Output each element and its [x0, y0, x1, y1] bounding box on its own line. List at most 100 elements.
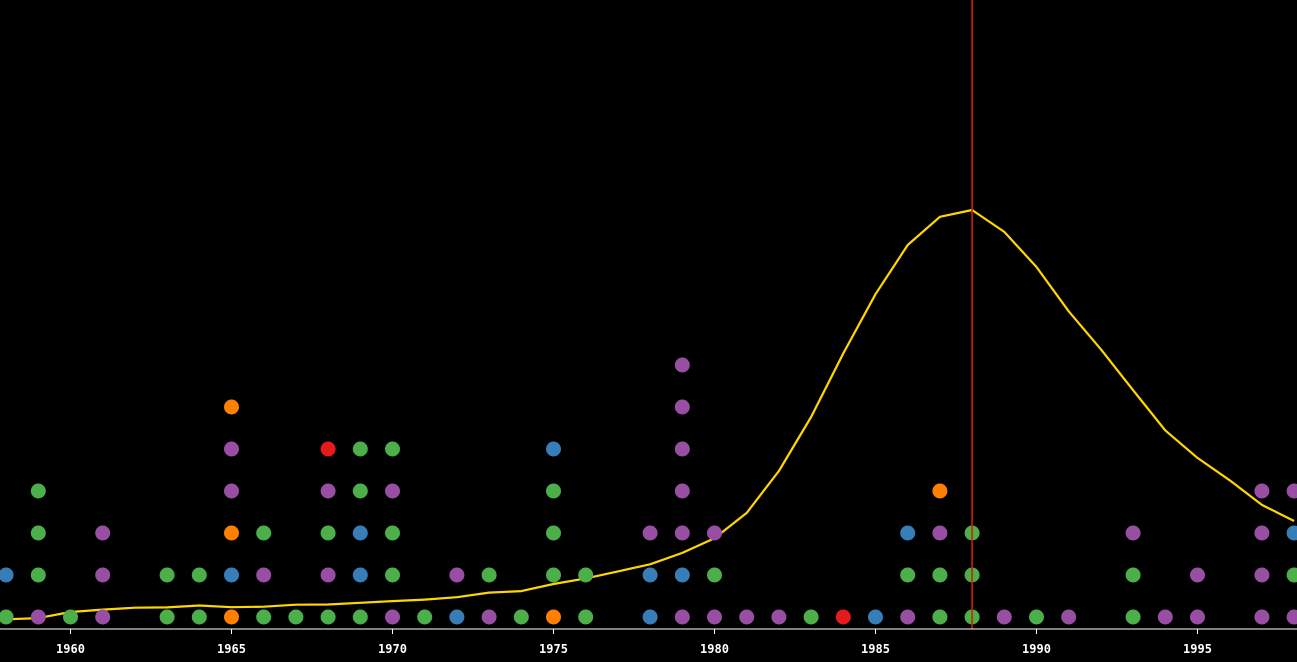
data-point-1969-2	[352, 525, 368, 541]
data-point-1963-0	[159, 609, 175, 625]
data-point-1965-0	[224, 609, 239, 625]
data-point-1981-0	[739, 609, 755, 625]
data-point-1986-0	[900, 609, 916, 625]
data-point-1973-1	[481, 567, 497, 583]
data-point-1990-0	[1029, 609, 1044, 625]
data-point-1965-1	[224, 567, 239, 583]
data-point-1993-2	[1125, 525, 1141, 541]
data-point-1976-1	[578, 567, 594, 583]
data-point-1979-6	[674, 357, 690, 373]
data-point-1972-1	[449, 567, 465, 583]
data-point-1985-0	[868, 609, 883, 625]
data-point-1968-2	[320, 525, 336, 541]
data-point-1979-2	[674, 525, 690, 541]
dot-stacks-layer	[0, 357, 1297, 625]
data-point-1968-0	[320, 609, 336, 625]
data-point-1987-0	[932, 609, 948, 625]
data-point-1997-2	[1254, 525, 1270, 541]
x-tick-label-1995: 1995	[1183, 642, 1212, 656]
data-point-1995-1	[1190, 567, 1205, 583]
x-tick-label-1970: 1970	[378, 642, 407, 656]
data-point-1973-0	[481, 609, 497, 625]
data-point-1969-4	[352, 441, 368, 457]
data-point-1970-1	[385, 567, 400, 583]
data-point-1970-3	[385, 483, 400, 499]
data-point-1961-0	[95, 609, 111, 625]
x-tick-label-1980: 1980	[700, 642, 729, 656]
data-point-1980-2	[707, 525, 722, 541]
data-point-1993-0	[1125, 609, 1141, 625]
data-point-1960-0	[63, 609, 78, 625]
data-point-1983-0	[803, 609, 819, 625]
data-point-1969-3	[352, 483, 368, 499]
data-point-1980-0	[707, 609, 722, 625]
data-point-1965-5	[224, 399, 239, 415]
data-point-1972-0	[449, 609, 465, 625]
data-point-1989-0	[996, 609, 1012, 625]
x-tick-label-1960: 1960	[56, 642, 85, 656]
data-point-1984-0	[835, 609, 851, 625]
trend-line-series	[6, 208, 1295, 621]
data-point-1975-1	[546, 567, 561, 583]
x-tick-label-1975: 1975	[539, 642, 568, 656]
data-point-1994-0	[1157, 609, 1173, 625]
data-point-1998-2	[1286, 525, 1297, 541]
data-point-1967-0	[288, 609, 304, 625]
data-point-1991-0	[1061, 609, 1077, 625]
data-point-1978-0	[642, 609, 658, 625]
data-point-1978-2	[642, 525, 658, 541]
data-point-1987-1	[932, 567, 948, 583]
x-tick-label-1965: 1965	[217, 642, 246, 656]
data-point-1987-3	[932, 483, 948, 499]
data-point-1959-0	[30, 609, 46, 625]
data-point-1964-1	[191, 567, 207, 583]
data-point-1975-3	[546, 483, 561, 499]
x-tick-label-1990: 1990	[1022, 642, 1051, 656]
data-point-1976-0	[578, 609, 594, 625]
data-point-1986-2	[900, 525, 916, 541]
data-point-1958-1	[0, 567, 14, 583]
data-point-1998-3	[1286, 483, 1297, 499]
data-point-1978-1	[642, 567, 658, 583]
data-point-1971-0	[417, 609, 433, 625]
data-point-1968-3	[320, 483, 336, 499]
data-point-1964-0	[191, 609, 207, 625]
data-point-1998-0	[1286, 609, 1297, 625]
data-point-1965-4	[224, 441, 239, 457]
data-point-1966-1	[256, 567, 272, 583]
data-point-1970-0	[385, 609, 400, 625]
data-point-1966-2	[256, 525, 272, 541]
data-point-1961-1	[95, 567, 111, 583]
data-point-1979-0	[674, 609, 690, 625]
data-point-1979-5	[674, 399, 690, 415]
data-point-1965-2	[224, 525, 239, 541]
data-point-1959-3	[30, 483, 46, 499]
data-point-1980-1	[707, 567, 722, 583]
data-point-1995-0	[1190, 609, 1205, 625]
data-point-1982-0	[771, 609, 787, 625]
data-point-1970-2	[385, 525, 400, 541]
data-point-1979-3	[674, 483, 690, 499]
data-point-1968-4	[320, 441, 336, 457]
data-point-1997-1	[1254, 567, 1270, 583]
data-point-1987-2	[932, 525, 948, 541]
data-point-1993-1	[1125, 567, 1141, 583]
data-point-1997-3	[1254, 483, 1270, 499]
data-point-1975-0	[546, 609, 561, 625]
data-point-1968-1	[320, 567, 336, 583]
data-point-1974-0	[513, 609, 529, 625]
trend-line-layer	[6, 208, 1295, 621]
data-point-1969-1	[352, 567, 368, 583]
data-point-1979-1	[674, 567, 690, 583]
data-point-1959-1	[30, 567, 46, 583]
data-point-1959-2	[30, 525, 46, 541]
x-axis: 1960 1965 1970 1975 1980 1985 1990 1995	[0, 628, 1297, 656]
data-point-1975-2	[546, 525, 561, 541]
data-point-1970-4	[385, 441, 400, 457]
data-point-1965-3	[224, 483, 239, 499]
data-point-1966-0	[256, 609, 272, 625]
data-point-1961-2	[95, 525, 111, 541]
data-point-1979-4	[674, 441, 690, 457]
